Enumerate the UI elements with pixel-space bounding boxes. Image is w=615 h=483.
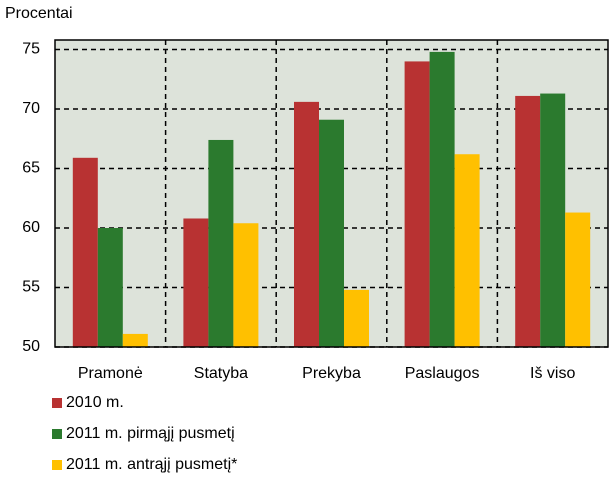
legend-swatch bbox=[52, 398, 62, 408]
bar bbox=[294, 101, 319, 347]
bar bbox=[319, 119, 344, 347]
bar bbox=[540, 93, 566, 347]
bar bbox=[183, 218, 209, 347]
plot-border bbox=[54, 39, 609, 348]
y-tick-label: 70 bbox=[22, 100, 40, 117]
bar bbox=[97, 228, 123, 347]
legend-label: 2010 m. bbox=[66, 394, 124, 411]
legend-label: 2011 m. pirmąjį pusmetį bbox=[66, 425, 235, 442]
bar bbox=[72, 157, 98, 347]
bar bbox=[429, 51, 455, 347]
y-tick-label: 75 bbox=[22, 41, 40, 58]
bar bbox=[344, 289, 369, 347]
bar bbox=[404, 61, 430, 347]
legend-swatch bbox=[52, 460, 62, 470]
bar bbox=[565, 212, 591, 347]
legend-label: 2011 m. antrąjį pusmetį* bbox=[66, 456, 237, 473]
bar bbox=[208, 139, 234, 347]
y-tick-label: 50 bbox=[22, 338, 40, 355]
bar bbox=[515, 95, 541, 347]
y-tick-label: 65 bbox=[22, 160, 40, 177]
bar bbox=[122, 333, 148, 347]
x-tick-label: Pramonė bbox=[78, 365, 143, 382]
y-tick-label: 55 bbox=[22, 279, 40, 296]
bar bbox=[454, 154, 480, 347]
x-tick-label: Iš viso bbox=[530, 365, 575, 382]
x-tick-label: Prekyba bbox=[302, 365, 361, 382]
x-tick-label: Paslaugos bbox=[405, 365, 480, 382]
y-tick-label: 60 bbox=[22, 219, 40, 236]
bar bbox=[233, 223, 259, 347]
legend-swatch bbox=[52, 429, 62, 439]
y-axis-title: Procentai bbox=[5, 5, 73, 22]
x-tick-label: Statyba bbox=[194, 365, 248, 382]
